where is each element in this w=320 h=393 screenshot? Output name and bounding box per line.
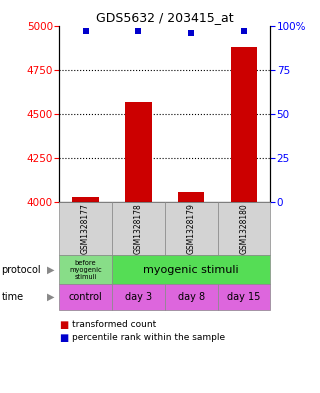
Text: protocol: protocol xyxy=(2,264,41,275)
Text: GSM1328178: GSM1328178 xyxy=(134,204,143,254)
Text: day 15: day 15 xyxy=(227,292,261,302)
Text: day 8: day 8 xyxy=(178,292,205,302)
Text: myogenic stimuli: myogenic stimuli xyxy=(143,264,239,275)
Text: ▶: ▶ xyxy=(47,292,54,302)
Text: before
myogenic
stimuli: before myogenic stimuli xyxy=(69,260,102,279)
Bar xyxy=(125,101,152,202)
Text: GSM1328179: GSM1328179 xyxy=(187,204,196,254)
Text: percentile rank within the sample: percentile rank within the sample xyxy=(72,333,225,342)
Text: day 3: day 3 xyxy=(125,292,152,302)
Bar xyxy=(231,47,257,202)
Text: ▶: ▶ xyxy=(47,264,54,275)
Text: transformed count: transformed count xyxy=(72,320,156,329)
Text: GSM1328180: GSM1328180 xyxy=(239,204,249,254)
Text: GSM1328177: GSM1328177 xyxy=(81,204,90,254)
Text: ■: ■ xyxy=(59,333,68,343)
Text: ■: ■ xyxy=(59,320,68,330)
Text: time: time xyxy=(2,292,24,302)
Text: control: control xyxy=(69,292,102,302)
Bar xyxy=(72,197,99,202)
Bar xyxy=(178,192,204,202)
Title: GDS5632 / 203415_at: GDS5632 / 203415_at xyxy=(96,11,234,24)
